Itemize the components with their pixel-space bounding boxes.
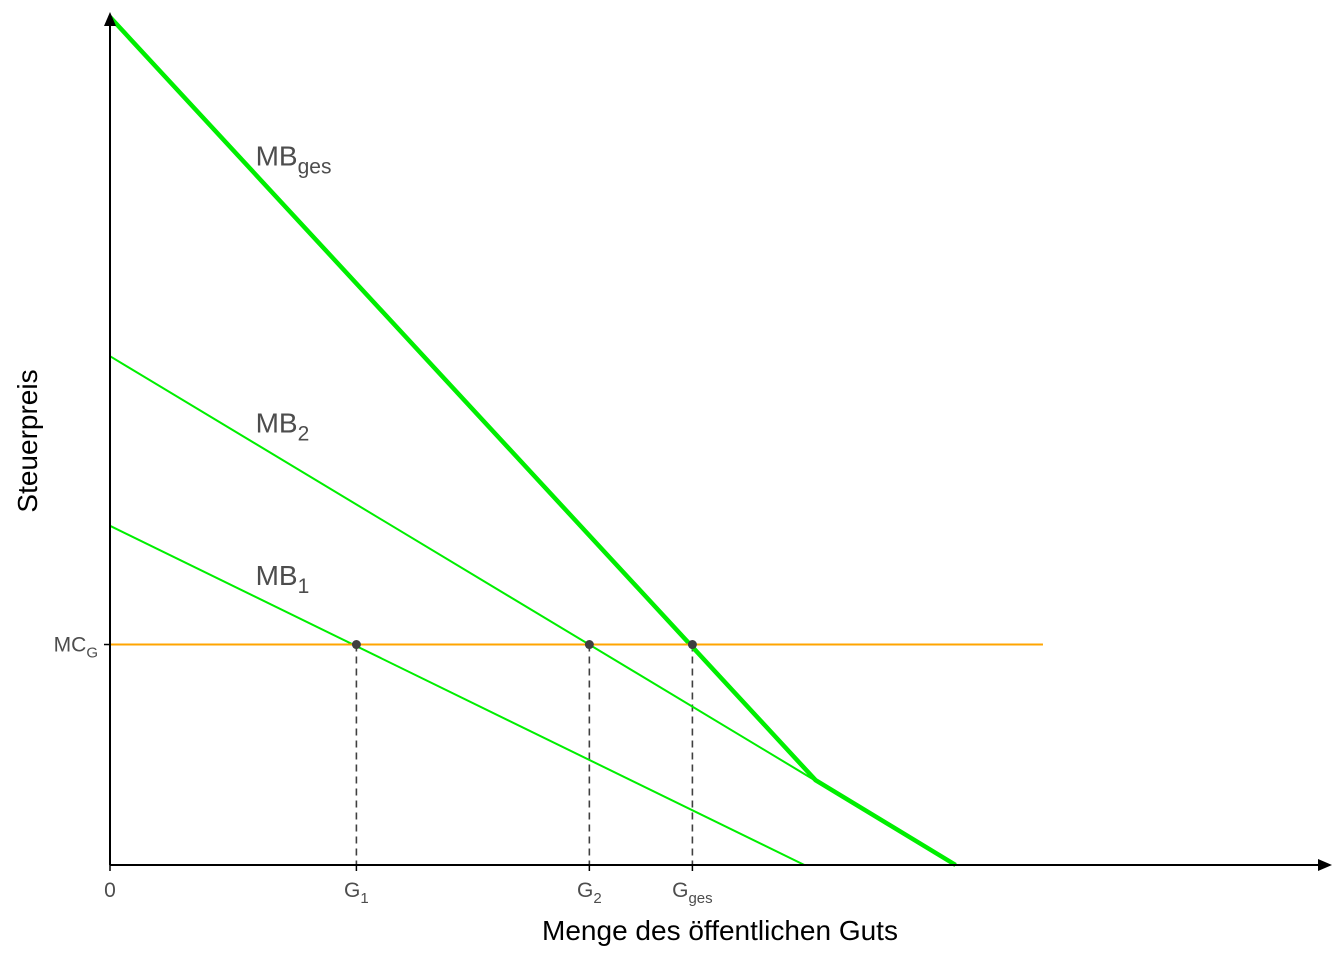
series-line-ges (108, 15, 957, 867)
x-tick-label-1: G1 (344, 879, 369, 907)
equilibrium-point-3 (687, 640, 697, 650)
series-label-2: MB2 (256, 408, 310, 446)
x-tick-label-0: 0 (104, 879, 116, 902)
series-label-ges: MBges (256, 140, 332, 178)
x-axis-arrow (1318, 859, 1332, 871)
x-axis-title: Menge des öffentlichen Guts (542, 915, 898, 946)
series-line-1 (109, 524, 805, 866)
x-tick-label-3: Gges (672, 879, 713, 907)
equilibrium-point-2 (584, 640, 594, 650)
y-axis-title: Steuerpreis (12, 369, 43, 512)
series-line-2 (109, 355, 957, 866)
y-tick-label-0: MCG (54, 634, 98, 662)
equilibrium-point-1 (351, 640, 361, 650)
y-axis-arrow (104, 12, 116, 26)
series-label-1: MB1 (256, 560, 310, 598)
x-tick-label-2: G2 (577, 879, 602, 907)
plot-area: MBges MB2 MB1 0 G1 G2 Gges MCG (54, 12, 1332, 907)
